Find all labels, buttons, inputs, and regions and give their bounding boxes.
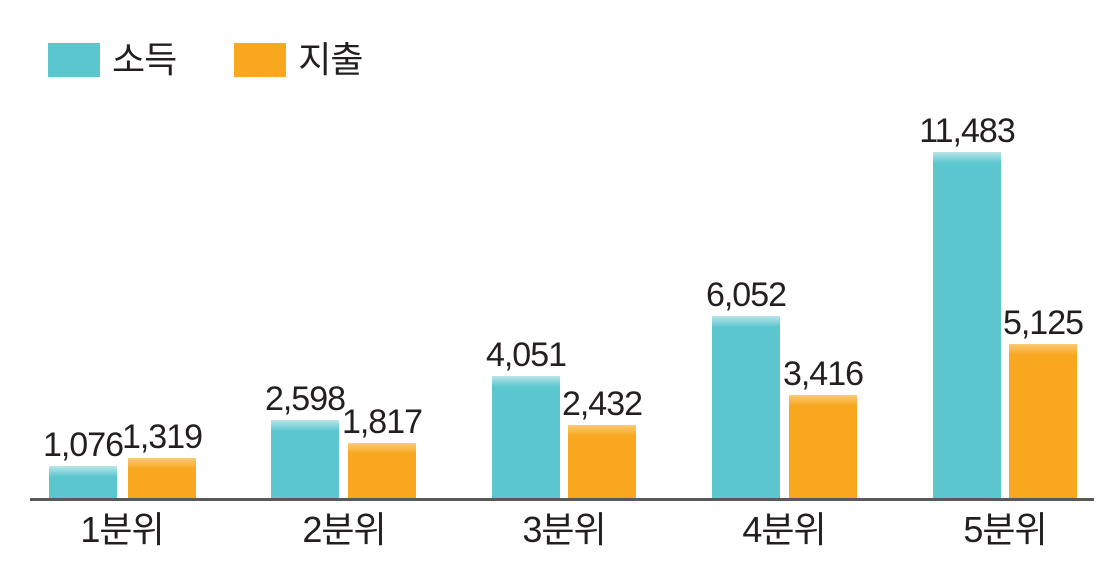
bar-col-expense-q4: 3,416 [783,356,864,498]
bar-expense-q3 [568,424,636,498]
bar-expense-q1 [128,458,196,498]
bar-col-income-q2: 2,598 [265,381,346,498]
bar-income-q1 [49,465,117,498]
legend-item-expense: 지출 [234,39,364,80]
bar-col-income-q1: 1,076 [43,427,124,498]
legend-label-expense: 지출 [298,39,363,80]
value-label-expense-q4: 3,416 [782,355,864,394]
value-label-income-q5: 11,483 [919,112,1015,150]
x-tick-label-q3: 3분위 [522,509,606,550]
legend-label-income: 소득 [112,39,177,80]
x-tick-label-q4: 4분위 [742,509,826,550]
bar-col-expense-q1: 1,319 [122,419,203,498]
legend: 소득 지출 [48,39,364,80]
bar-income-q3 [492,375,560,498]
bar-col-expense-q3: 2,432 [562,386,643,498]
bar-income-q2 [271,419,339,498]
bar-income-q5 [933,152,1001,498]
value-label-income-q1: 1,076 [42,425,124,464]
bar-expense-q2 [348,443,416,498]
value-label-expense-q3: 2,432 [561,384,643,423]
legend-item-income: 소득 [48,39,177,80]
x-tick-label-q2: 2분위 [302,509,386,550]
value-label-expense-q1: 1,319 [121,418,203,457]
income-swatch-icon [48,43,100,77]
bar-income-q4 [712,315,780,498]
bar-expense-q4 [789,395,857,498]
value-label-income-q3: 4,051 [485,335,567,374]
bar-col-expense-q2: 1,817 [342,404,423,498]
x-tick-label-q5: 5분위 [963,509,1047,550]
bar-col-expense-q5: 5,125 [1003,305,1084,498]
value-label-income-q4: 6,052 [705,275,787,314]
value-label-expense-q2: 1,817 [341,403,423,442]
value-label-expense-q5: 5,125 [1002,303,1084,342]
bar-expense-q5 [1009,343,1077,498]
bar-col-income-q5: 11,483 [919,113,1016,498]
expense-swatch-icon [234,43,287,77]
bar-col-income-q3: 4,051 [486,337,567,498]
x-axis-line [30,498,1094,501]
value-label-income-q2: 2,598 [264,379,346,418]
x-tick-label-q1: 1분위 [80,509,164,550]
bar-col-income-q4: 6,052 [706,277,787,498]
